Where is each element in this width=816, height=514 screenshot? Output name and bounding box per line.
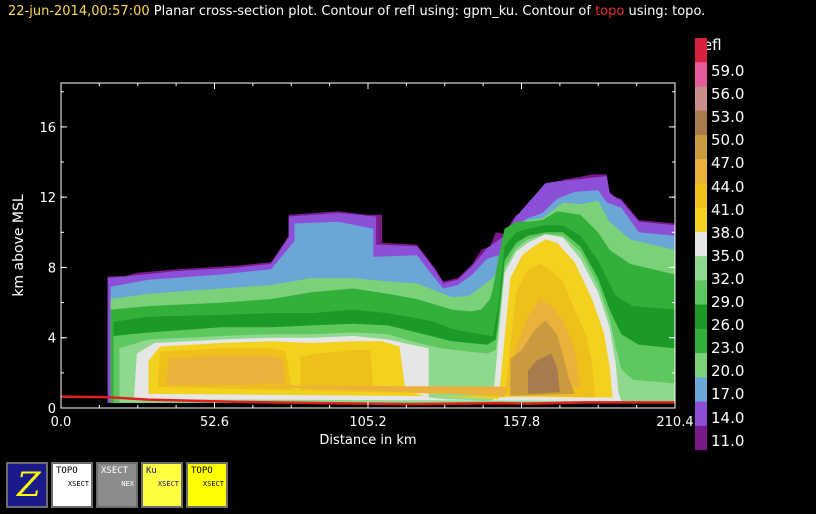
xsect-nex-button-label: XSECT — [101, 466, 129, 476]
y-tick-label: 0 — [48, 402, 56, 417]
plot-title: 22-jun-2014,00:57:00 Planar cross-sectio… — [8, 4, 705, 19]
title-topo-word: topo — [595, 4, 625, 19]
y-tick-label: 16 — [39, 121, 56, 136]
topo-xsect-2-button-label: TOPO — [191, 466, 213, 476]
colorbar-swatch — [695, 110, 707, 136]
x-tick-label: 0.0 — [51, 415, 72, 430]
z-button[interactable]: Z — [6, 462, 48, 508]
x-tick-label: 157.8 — [503, 415, 540, 430]
title-text-a: Planar cross-section plot. Contour of re… — [153, 4, 596, 19]
colorbar-label: 50.0 — [711, 131, 745, 150]
x-tick-label: 105.2 — [349, 415, 386, 430]
colorbar-label: 38.0 — [711, 223, 745, 242]
colorbar-swatch — [695, 183, 707, 209]
y-tick-label: 8 — [48, 261, 56, 276]
colorbar-label: 26.0 — [711, 316, 745, 335]
colorbar-label: 14.0 — [711, 408, 745, 427]
timestamp: 22-jun-2014,00:57:00 — [8, 4, 150, 19]
colorbar-label: 17.0 — [711, 385, 745, 404]
colorbar-swatch — [695, 134, 707, 160]
colorbar-label: 41.0 — [711, 200, 745, 219]
x-tick-label: 52.6 — [200, 415, 229, 430]
xsect-nex-button-sublabel: NEX — [121, 480, 134, 488]
colorbar-swatch — [695, 328, 707, 354]
ku-xsect-button-label: Ku — [146, 466, 157, 476]
colorbar-swatch — [695, 304, 707, 330]
y-tick-label: 12 — [39, 191, 56, 206]
z-button-label: Z — [17, 465, 41, 505]
colorbar-label: 44.0 — [711, 177, 745, 196]
cross-section-chart: 0.0 52.6 105.2 157.8 210.4 0 4 8 12 16 Distance in… — [11, 82, 694, 448]
colorbar-label: 32.0 — [711, 269, 745, 288]
colorbar-label: 56.0 — [711, 85, 745, 104]
topo-xsect-2-button[interactable]: TOPO XSECT — [186, 462, 228, 508]
contour-50 — [527, 353, 560, 394]
colorbar-swatch — [695, 280, 707, 306]
colorbar-swatch — [695, 353, 707, 378]
colorbar-swatch — [695, 207, 707, 233]
colorbar-swatch — [695, 159, 707, 184]
colorbar-label: 53.0 — [711, 108, 745, 127]
colorbar-swatch — [695, 256, 707, 281]
ku-xsect-button-sublabel: XSECT — [157, 480, 179, 488]
title-text-b: using: topo. — [624, 4, 706, 19]
colorbar-label: 23.0 — [711, 339, 745, 358]
colorbar-label: 35.0 — [711, 246, 745, 265]
x-axis-label: Distance in km — [319, 433, 416, 448]
colorbar-swatch — [695, 231, 707, 257]
x-tick-label: 210.4 — [656, 415, 693, 430]
topo-xsect-button[interactable]: TOPO XSECT — [51, 462, 93, 508]
y-tick-label: 4 — [48, 332, 56, 347]
topo-xsect-button-sublabel: XSECT — [67, 480, 89, 488]
colorbar-label: 59.0 — [711, 62, 745, 80]
colorbar-label: 47.0 — [711, 154, 745, 173]
colorbar-label: 29.0 — [711, 293, 745, 311]
colorbar — [695, 38, 707, 450]
colorbar-swatch — [695, 62, 707, 87]
colorbar-swatch — [695, 401, 707, 427]
colorbar-swatch — [695, 86, 707, 112]
toolbar: Z TOPO XSECT XSECT NEX Ku XSECT TOPO XSECT — [6, 462, 228, 508]
xsect-nex-button[interactable]: XSECT NEX — [96, 462, 138, 508]
colorbar-label: 20.0 — [711, 362, 745, 381]
topo-xsect-button-label: TOPO — [56, 466, 78, 476]
colorbar-swatch — [695, 425, 707, 450]
colorbar-swatch — [695, 38, 707, 63]
y-axis-label: km above MSL — [11, 194, 27, 297]
ku-xsect-button[interactable]: Ku XSECT — [141, 462, 183, 508]
contour-44 — [166, 299, 581, 396]
colorbar-swatch — [695, 377, 707, 403]
colorbar-label: 11.0 — [711, 431, 745, 450]
topo-xsect-2-button-sublabel: XSECT — [202, 480, 224, 488]
topo-line — [60, 395, 675, 406]
